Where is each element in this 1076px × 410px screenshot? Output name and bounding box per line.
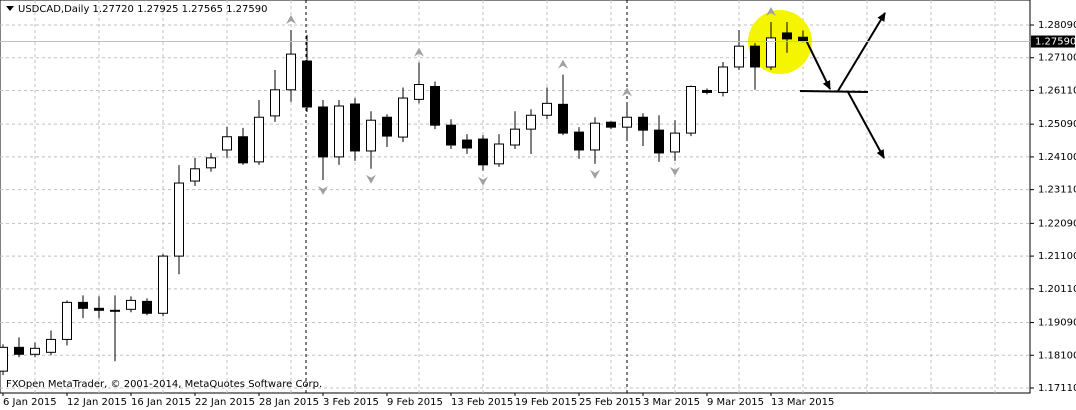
plot-frame [0,0,1031,394]
candle-body [206,157,216,169]
candle-body [14,346,24,355]
candle-body [478,138,488,166]
copyright: FXOpen MetaTrader, © 2001-2014, MetaQuot… [6,379,322,390]
candle-body [46,338,56,353]
y-tick-label: 1.20110 [1038,284,1076,295]
x-tick-label: 22 Jan 2015 [195,397,255,408]
y-tick-label: 1.19090 [1038,318,1076,329]
x-tick-label: 28 Jan 2015 [259,397,319,408]
y-tick-label: 1.24100 [1038,152,1076,163]
arrow [805,39,831,90]
candle-body [94,307,104,311]
candle-body [0,346,8,372]
candle-body [718,66,728,93]
candle-body [158,255,168,314]
candle-body [302,60,312,108]
candle-body [702,89,712,93]
candle-body [542,102,552,116]
x-tick-label: 13 Feb 2015 [451,397,513,408]
x-tick-label: 13 Mar 2015 [771,397,834,408]
candles [0,22,808,376]
fractal-down [590,169,600,179]
fractal-up [622,87,632,97]
candle-body [670,132,680,153]
last-price-box [1031,35,1075,48]
candle-body [126,299,136,310]
candle-body [78,301,88,309]
candle-body [238,136,248,164]
y-tick-label: 1.17110 [1038,383,1076,394]
candle-body [574,131,584,151]
candle-body [174,182,184,257]
candle-body [510,128,520,146]
chart-title: USDCAD,Daily 1.27720 1.27925 1.27565 1.2… [18,4,268,15]
x-tick-label: 19 Feb 2015 [515,397,577,408]
fractal-down [670,166,680,176]
y-tick-label: 1.28090 [1038,20,1076,31]
candle-body [750,45,760,68]
x-tick-label: 3 Mar 2015 [643,397,700,408]
candle-body [334,105,344,158]
candle-body [766,37,776,68]
candle-body [110,309,120,312]
candle-body [606,121,616,128]
candle-body [462,139,472,149]
candle-body [686,85,696,134]
candle-body [222,136,232,151]
candle-body [734,45,744,68]
candle-body [638,116,648,131]
candle-body [430,85,440,126]
candle-body [782,32,792,40]
fractal-down [318,186,328,196]
fractal-up [286,14,296,24]
candle-body [654,129,664,154]
candle-body [270,89,280,117]
candle-body [190,168,200,182]
y-tick-label: 1.22090 [1038,218,1076,229]
y-tick-label: 1.26110 [1038,85,1076,96]
candle-body [590,122,600,151]
y-tick-label: 1.27100 [1038,53,1076,64]
x-tick-label: 9 Feb 2015 [387,397,443,408]
x-tick-label: 12 Jan 2015 [67,397,127,408]
x-tick-label: 3 Feb 2015 [323,397,379,408]
candle-body [366,119,376,152]
last-price-label: 1.27590 [1035,37,1076,48]
fractal-up [558,59,568,69]
candle-body [398,97,408,138]
fractal-up [766,7,776,17]
candle-body [286,53,296,91]
x-tick-label: 16 Jan 2015 [131,397,191,408]
y-tick-label: 1.25090 [1038,119,1076,130]
x-tick-label: 25 Feb 2015 [579,397,641,408]
candle-body [350,103,360,152]
fractal-down [366,174,376,184]
candle-body [318,106,328,158]
y-tick-label: 1.21100 [1038,251,1076,262]
x-tick-label: 9 Mar 2015 [707,397,764,408]
candle-body [254,116,264,163]
candle-body [30,347,40,355]
y-tick-label: 1.18100 [1038,350,1076,361]
candle-body [526,114,536,130]
arrow [837,12,886,92]
candle-body [142,300,152,314]
x-tick-label: 6 Jan 2015 [3,397,57,408]
arrow [847,91,885,159]
candle-body [494,143,504,165]
line [799,90,869,93]
candle-body [62,301,72,340]
candle-body [622,116,632,128]
candle-body [382,116,392,137]
y-tick-label: 1.23110 [1038,185,1076,196]
fractal-up [414,47,424,57]
candle-body [558,103,568,134]
candle-body [414,84,424,100]
menu-triangle[interactable] [6,6,14,11]
annotation-arrows [799,12,886,159]
fractal-down [478,176,488,186]
candle-body [446,124,456,146]
